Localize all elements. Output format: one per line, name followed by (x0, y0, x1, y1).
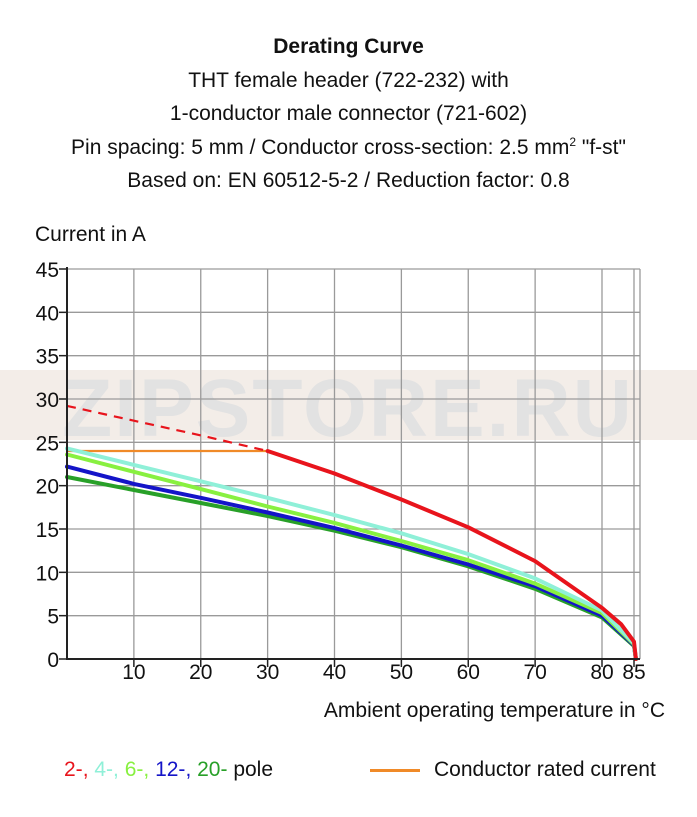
x-tick-label: 10 (122, 661, 145, 684)
x-tick-label: 50 (390, 661, 413, 684)
legend-separator: , (185, 758, 198, 781)
chart-series (65, 404, 638, 661)
legend-conductor: Conductor rated current (370, 758, 656, 782)
x-tick-label: 70 (523, 661, 546, 684)
spacing-text: Pin spacing: 5 mm / Conductor cross-sect… (71, 135, 570, 159)
y-tick-label: 5 (47, 606, 59, 629)
legend-separator: , (143, 758, 156, 781)
legend-conductor-label: Conductor rated current (434, 758, 656, 781)
legend-conductor-swatch (370, 768, 420, 772)
watermark: ZIPSTORE.RU (0, 363, 697, 454)
y-tick-label: 0 (47, 649, 59, 672)
y-tick-label: 10 (36, 562, 59, 585)
x-tick-label: 80 (590, 661, 613, 684)
chart-subtitle-standard: Based on: EN 60512-5-2 / Reduction facto… (127, 169, 570, 192)
y-tick-label: 30 (36, 389, 59, 412)
x-tick-label: 30 (256, 661, 279, 684)
legend-pole-label: 20- (197, 758, 228, 781)
chart-subtitle-spacing: Pin spacing: 5 mm / Conductor cross-sect… (0, 131, 697, 165)
series-2-pole-line (265, 449, 638, 661)
y-tick-label: 45 (36, 259, 59, 282)
x-tick-label: 60 (457, 661, 480, 684)
watermark-band (0, 370, 697, 440)
spacing-suffix: "f-st" (576, 135, 626, 159)
series-4-pole-line (65, 446, 638, 661)
y-axis-title: Current in A (35, 223, 146, 246)
legend-separator: , (113, 758, 125, 781)
legend-poles: 2-, 4-, 6-, 12-, 20- pole (64, 758, 273, 782)
spacing-superscript: 2 (569, 134, 577, 149)
chart-subtitle-product: THT female header (722-232) with (188, 68, 509, 92)
legend-pole-suffix: pole (233, 758, 274, 781)
legend-separator: , (82, 758, 95, 781)
legend-pole-label: 4- (94, 758, 114, 781)
chart-title-block: Derating Curve THT female header (722-23… (0, 30, 697, 198)
legend-pole-label: 12- (155, 758, 186, 781)
legend-pole-label: 6- (124, 758, 144, 781)
y-tick-label: 35 (36, 346, 59, 369)
y-tick-label: 40 (36, 302, 59, 325)
x-axis-title: Ambient operating temperature in °C (324, 699, 665, 722)
x-tick-label: 20 (189, 661, 212, 684)
series-20-pole-line (65, 475, 638, 661)
y-tick-label: 20 (36, 476, 59, 499)
y-tick-label: 25 (36, 432, 59, 455)
chart-title: Derating Curve (273, 35, 424, 58)
chart-grid (67, 268, 641, 660)
x-tick-label: 85 (622, 661, 645, 684)
chart-axes: 0 5 10 15 20 25 30 35 40 45 10 20 30 40 50 60 70 80 85 Curr… (35, 223, 665, 722)
watermark-text: ZIPSTORE.RU (62, 363, 634, 454)
chart-subtitle-connector: 1-conductor male connector (721-602) (169, 102, 528, 125)
x-tick-label: 40 (323, 661, 346, 684)
y-tick-label: 15 (36, 519, 59, 542)
legend-pole-label: 2- (64, 758, 83, 781)
series-2-extrapolated-line (66, 404, 268, 453)
